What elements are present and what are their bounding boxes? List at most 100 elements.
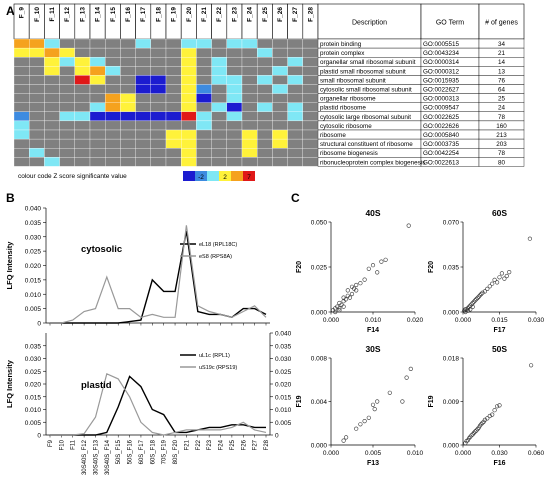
y2-tick-label: 0.010 — [275, 407, 292, 414]
heatmap-cell — [181, 57, 197, 67]
heatmap-cell — [150, 93, 167, 103]
heatmap-cell — [13, 93, 30, 103]
heatmap-cell — [89, 57, 106, 67]
row-gene-count: 76 — [498, 77, 506, 84]
row-description: plastid small ribosomal subunit — [320, 68, 406, 75]
scatter-point — [362, 277, 367, 282]
heatmap-cell — [59, 57, 75, 67]
heatmap-cell — [165, 157, 182, 167]
heatmap-cell — [120, 38, 136, 49]
chart-title: cytosolic — [81, 244, 122, 255]
heatmap-cell — [257, 102, 273, 112]
heatmap-cell — [59, 129, 75, 140]
y2-tick-label: 0.035 — [275, 343, 292, 350]
scatter-point — [465, 308, 471, 313]
heatmap-cell — [226, 120, 243, 131]
x-tick-label: 70S_F19 — [162, 439, 168, 464]
heatmap-cell — [29, 38, 45, 49]
row-go-term: GO:0000313 — [423, 96, 460, 103]
heatmap-cell — [181, 84, 197, 94]
y-tick-label: 0.070 — [443, 220, 460, 227]
y-tick-label: 0.025 — [25, 249, 42, 256]
heatmap-cell — [241, 57, 258, 67]
heatmap-cell — [13, 66, 30, 76]
heatmap-cell — [44, 111, 60, 122]
row-gene-count: 24 — [498, 105, 506, 112]
heatmap-cell — [44, 102, 60, 112]
row-go-term: GO:0000314 — [423, 59, 460, 66]
row-go-term: GO:0042254 — [423, 150, 460, 157]
heatmap-column-label: F_26 — [277, 7, 284, 22]
y2-tick-label: 0.025 — [275, 369, 292, 376]
legend-swatch — [207, 171, 219, 181]
heatmap-column-label: F_11 — [49, 7, 56, 22]
heatmap-cell — [59, 102, 75, 112]
scatter-plots: 0.000 0.010 0.020 0.050 0.025 0.000 40S F14 F20 0… — [296, 208, 545, 467]
heatmap-cell — [150, 57, 167, 67]
heatmap-column-label: F_20 — [186, 7, 193, 22]
y-tick-label: 0.000 — [443, 310, 460, 317]
scatter-point — [476, 294, 481, 299]
scatter-point — [474, 297, 479, 302]
heatmap-cell — [302, 47, 319, 58]
series-line-1 — [50, 375, 266, 436]
legend-swatch — [219, 171, 231, 181]
heatmap-cell — [120, 111, 136, 122]
heatmap-cell — [165, 120, 182, 131]
heatmap-cell — [196, 157, 212, 167]
heatmap-cell — [74, 75, 91, 85]
panel-label-b: B — [6, 191, 15, 205]
x-tick-label: 50S_F15 — [116, 439, 122, 464]
heatmap-cell — [211, 102, 227, 112]
scatter-title: 60S — [492, 208, 507, 218]
heatmap-cell — [105, 38, 121, 49]
heatmap-cell — [59, 157, 75, 167]
scatter-point — [362, 419, 367, 424]
heatmap-cell — [29, 75, 45, 85]
row-description: structural constituent of ribosome — [320, 141, 413, 148]
heatmap-cell — [257, 75, 273, 85]
heatmap-cell — [44, 120, 60, 131]
heatmap-cell — [287, 157, 303, 167]
heatmap-cell — [44, 47, 60, 58]
heatmap-cell — [105, 75, 121, 85]
heatmap-cell — [302, 129, 319, 140]
row-go-term: GO:0022627 — [423, 87, 460, 94]
scatter-point — [470, 304, 475, 310]
heatmap-cell — [272, 93, 288, 103]
legend-tick: 7 — [247, 174, 251, 181]
heatmap-cell — [241, 66, 258, 76]
heatmap-cell — [120, 148, 136, 158]
y-tick-label: 0.025 — [25, 369, 42, 376]
y-tick-label: 0.040 — [25, 206, 42, 213]
heatmap-cell — [211, 66, 227, 76]
heatmap-cell — [29, 138, 45, 149]
scatter-point — [354, 288, 359, 293]
heatmap-cell — [59, 38, 75, 49]
heatmap-cell — [74, 120, 91, 131]
row-gene-count: 78 — [498, 114, 506, 121]
scatter-point — [492, 277, 497, 283]
heatmap-cell — [150, 148, 167, 158]
heatmap-cell — [59, 111, 75, 122]
row-go-term: GO:0015935 — [423, 77, 460, 84]
scatter-point — [400, 399, 405, 404]
scatter-point — [502, 276, 507, 281]
row-description: plastid ribosome — [320, 105, 366, 112]
scatter-point — [375, 399, 380, 404]
row-description: cytosolic large ribosomal subunit — [320, 114, 411, 121]
heatmap-cell — [257, 120, 273, 131]
heatmap-cell — [181, 129, 197, 140]
heatmap-cell — [105, 66, 121, 76]
table-header-cell — [420, 3, 480, 40]
heatmap-cell — [120, 138, 136, 149]
y-tick-label: 0.010 — [25, 292, 42, 299]
scatter-point — [468, 307, 473, 312]
heatmap-cell — [181, 157, 197, 167]
heatmap-cell — [120, 129, 136, 140]
legend-label: eS8 (RPS8A) — [199, 254, 232, 260]
heatmap-cell — [44, 57, 60, 67]
row-gene-count: 203 — [496, 141, 507, 148]
heatmap-cell — [241, 129, 258, 140]
heatmap-cell — [196, 75, 212, 85]
